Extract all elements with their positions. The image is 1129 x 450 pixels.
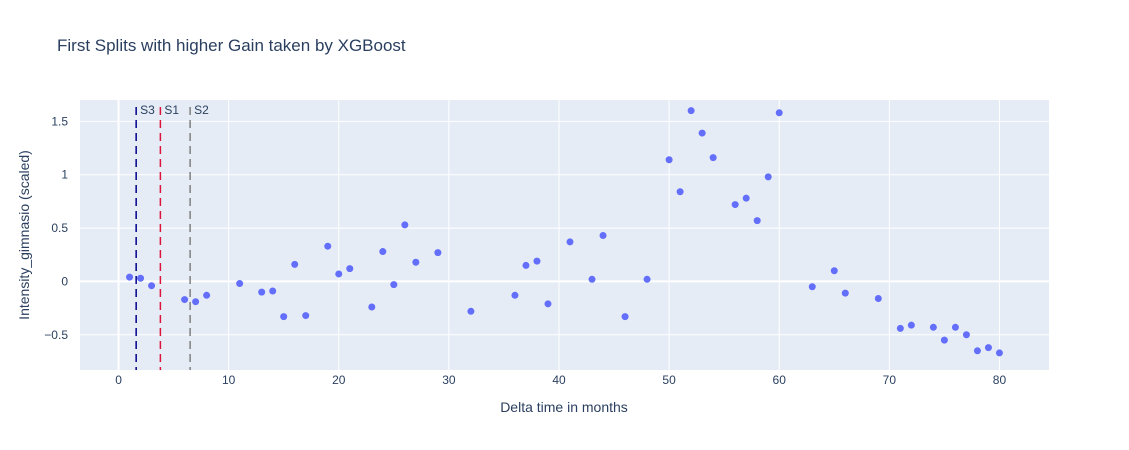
data-point[interactable] [962, 331, 970, 339]
data-point[interactable] [709, 154, 717, 162]
data-point[interactable] [280, 313, 288, 321]
data-point[interactable] [874, 294, 882, 302]
x-tick-label: 70 [883, 373, 897, 387]
split-label-s3: S3 [140, 103, 155, 117]
x-tick-label: 50 [662, 373, 676, 387]
data-point[interactable] [995, 349, 1003, 357]
data-point[interactable] [588, 275, 596, 283]
x-tick-label: 40 [552, 373, 566, 387]
data-point[interactable] [775, 109, 783, 117]
x-tick-label: 20 [332, 373, 346, 387]
data-point[interactable] [621, 313, 629, 321]
data-point[interactable] [379, 248, 387, 256]
data-point[interactable] [181, 296, 189, 304]
data-point[interactable] [533, 257, 541, 265]
data-point[interactable] [236, 280, 244, 288]
data-point[interactable] [676, 188, 684, 196]
data-point[interactable] [973, 347, 981, 355]
data-point[interactable] [192, 298, 200, 306]
x-axis-label: Delta time in months [500, 399, 628, 415]
data-point[interactable] [412, 258, 420, 266]
data-point[interactable] [929, 323, 937, 331]
data-point[interactable] [896, 324, 904, 332]
data-point[interactable] [335, 270, 343, 278]
x-tick-label: 80 [993, 373, 1007, 387]
x-tick-labels: 0 10 20 30 40 50 60 70 80 [115, 373, 1006, 387]
data-point[interactable] [203, 291, 211, 299]
data-point[interactable] [269, 287, 277, 295]
data-point[interactable] [643, 275, 651, 283]
data-point[interactable] [302, 312, 310, 320]
data-point[interactable] [401, 221, 409, 229]
y-axis-label: Intensity_gimnasio (scaled) [16, 150, 32, 320]
x-tick-label: 0 [115, 373, 122, 387]
data-point[interactable] [687, 107, 695, 115]
data-point[interactable] [665, 156, 673, 164]
data-point[interactable] [291, 260, 299, 268]
data-point[interactable] [698, 129, 706, 137]
data-point[interactable] [566, 238, 574, 246]
data-point[interactable] [126, 273, 134, 281]
x-tick-label: 10 [222, 373, 236, 387]
y-tick-labels: −0.5 0 0.5 1 1.5 [44, 114, 68, 341]
data-point[interactable] [522, 261, 530, 269]
data-point[interactable] [599, 232, 607, 240]
split-label-s2: S2 [194, 103, 209, 117]
data-point[interactable] [984, 344, 992, 352]
data-point[interactable] [742, 194, 750, 202]
chart-title: First Splits with higher Gain taken by X… [57, 36, 406, 55]
data-point[interactable] [907, 321, 915, 329]
data-point[interactable] [764, 173, 772, 181]
y-tick-label: −0.5 [44, 328, 68, 342]
data-point[interactable] [467, 307, 475, 315]
data-point[interactable] [544, 300, 552, 308]
data-point[interactable] [841, 289, 849, 297]
data-point[interactable] [258, 288, 266, 296]
split-label-s1: S1 [164, 103, 179, 117]
data-point[interactable] [346, 265, 354, 273]
data-point[interactable] [830, 267, 838, 275]
data-point[interactable] [951, 323, 959, 331]
y-tick-label: 0 [61, 274, 68, 288]
data-point[interactable] [137, 274, 145, 282]
y-tick-label: 0.5 [51, 221, 68, 235]
data-point[interactable] [940, 336, 948, 344]
data-point[interactable] [368, 303, 376, 311]
data-point[interactable] [511, 291, 519, 299]
plot-area [80, 100, 1049, 370]
y-tick-label: 1.5 [51, 114, 68, 128]
y-tick-label: 1 [61, 168, 68, 182]
data-point[interactable] [324, 242, 332, 250]
data-point[interactable] [808, 283, 816, 291]
data-point[interactable] [731, 201, 739, 209]
data-point[interactable] [390, 281, 398, 289]
data-point[interactable] [753, 217, 761, 225]
data-points [126, 107, 1003, 357]
x-tick-label: 30 [442, 373, 456, 387]
data-point[interactable] [434, 249, 442, 257]
split-lines: S3 S1 S2 [135, 103, 209, 370]
data-point[interactable] [148, 282, 156, 290]
x-tick-label: 60 [773, 373, 787, 387]
